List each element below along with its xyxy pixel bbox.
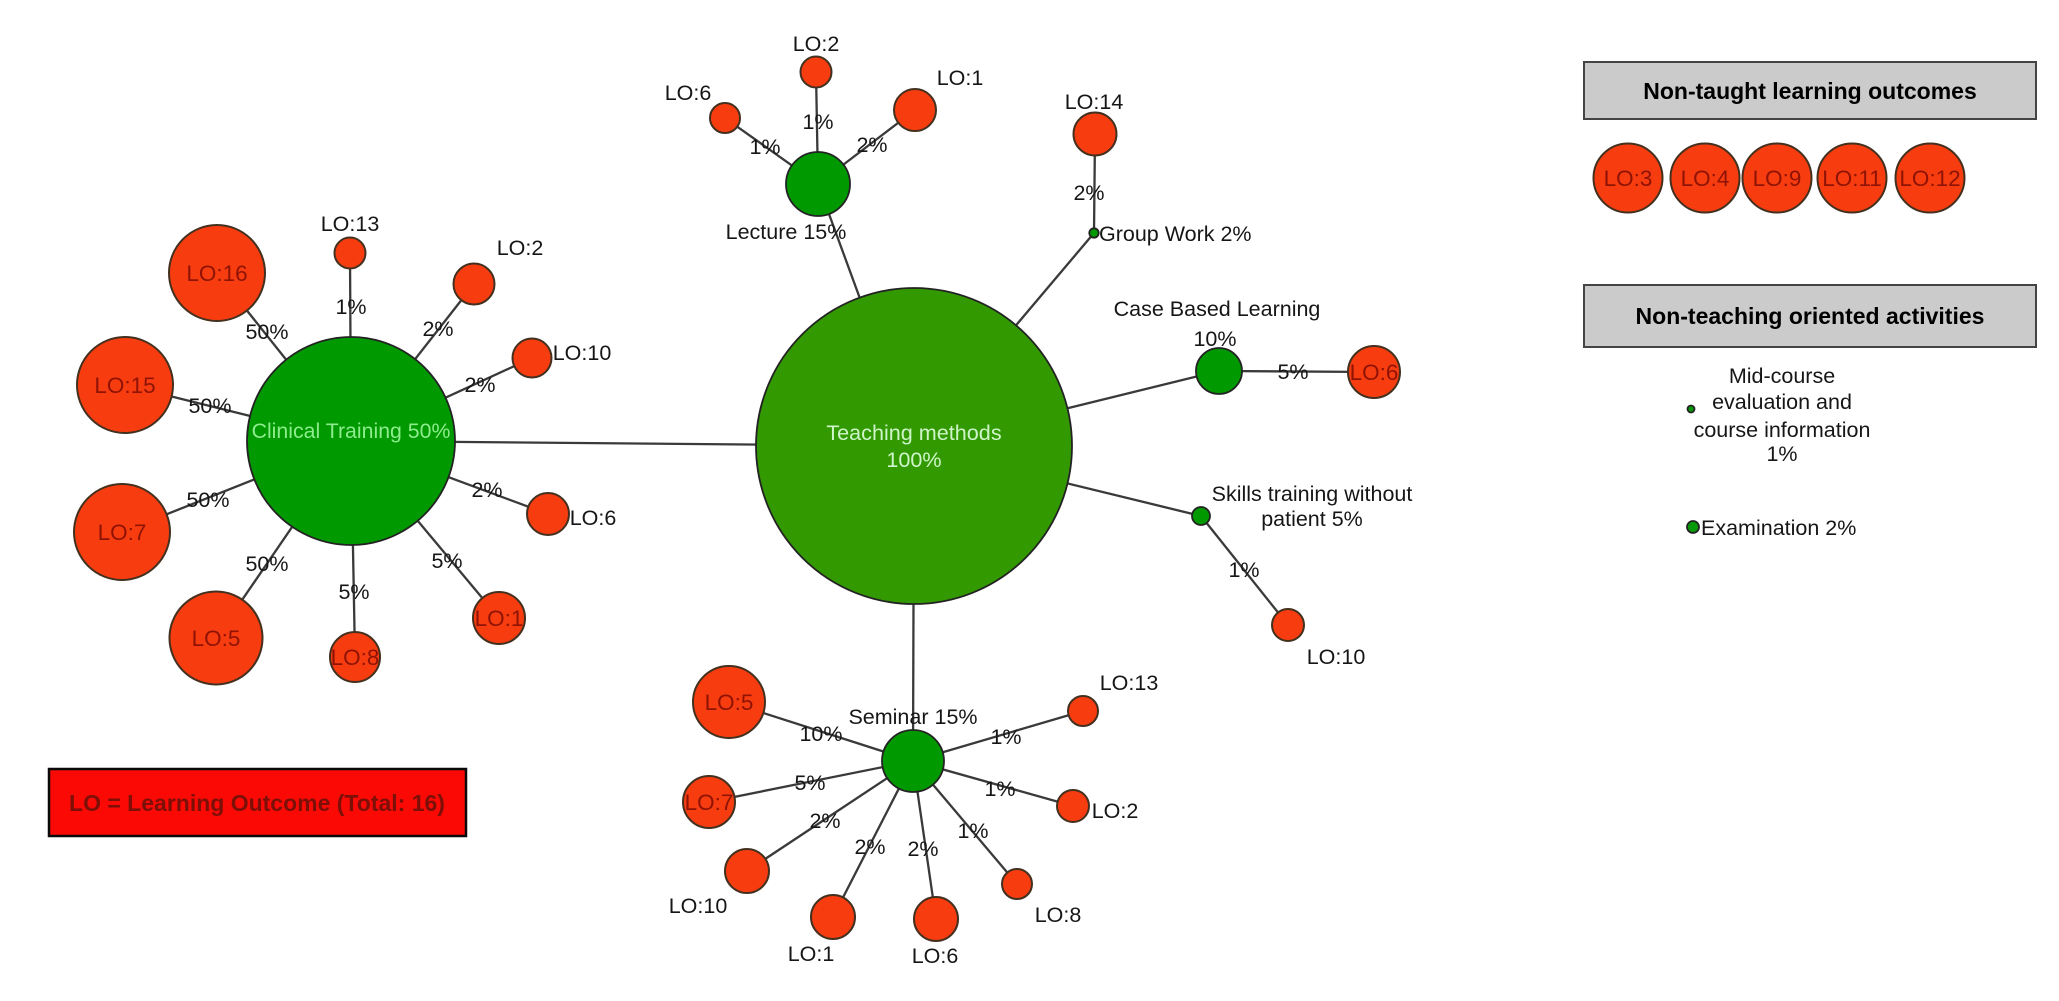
svg-text:LO:15: LO:15 [94, 373, 155, 398]
svg-text:50%: 50% [245, 320, 288, 344]
svg-text:LO:11: LO:11 [1822, 166, 1882, 191]
svg-text:2%: 2% [854, 835, 885, 859]
svg-text:Examination 2%: Examination 2% [1701, 516, 1856, 540]
svg-text:5%: 5% [1277, 360, 1308, 384]
svg-text:1%: 1% [990, 725, 1021, 749]
svg-text:1%: 1% [1228, 558, 1259, 582]
svg-text:LO:6: LO:6 [1350, 360, 1399, 385]
svg-text:2%: 2% [464, 373, 495, 397]
svg-text:2%: 2% [471, 478, 502, 502]
svg-text:LO = Learning Outcome (Total:: LO = Learning Outcome (Total: 16) [69, 790, 445, 816]
svg-text:LO:6: LO:6 [665, 81, 712, 105]
svg-text:LO:1: LO:1 [475, 606, 524, 631]
svg-text:Skills training without: Skills training without [1212, 482, 1413, 506]
svg-text:100%: 100% [886, 447, 941, 472]
svg-text:50%: 50% [188, 394, 231, 418]
svg-text:50%: 50% [245, 552, 288, 576]
svg-text:LO:13: LO:13 [1100, 671, 1159, 695]
svg-text:1%: 1% [335, 295, 366, 319]
svg-text:evaluation and: evaluation and [1712, 390, 1852, 414]
svg-text:LO:9: LO:9 [1753, 166, 1802, 191]
svg-text:1%: 1% [957, 819, 988, 843]
svg-text:LO:10: LO:10 [669, 894, 728, 918]
svg-text:2%: 2% [1073, 181, 1104, 205]
svg-text:1%: 1% [802, 110, 833, 134]
svg-text:LO:1: LO:1 [788, 942, 835, 966]
svg-text:LO:1: LO:1 [937, 66, 984, 90]
svg-text:LO:7: LO:7 [98, 520, 147, 545]
svg-text:Clinical Training 50%: Clinical Training 50% [252, 419, 451, 443]
svg-text:LO:7: LO:7 [685, 790, 734, 815]
svg-text:Group Work 2%: Group Work 2% [1099, 222, 1252, 246]
svg-text:2%: 2% [809, 809, 840, 833]
svg-text:LO:4: LO:4 [1681, 166, 1730, 191]
svg-text:Non-teaching oriented activiti: Non-teaching oriented activities [1636, 303, 1985, 329]
svg-text:1%: 1% [749, 135, 780, 159]
svg-text:5%: 5% [431, 549, 462, 573]
svg-text:2%: 2% [907, 837, 938, 861]
svg-text:Lecture 15%: Lecture 15% [726, 220, 847, 244]
svg-text:course information: course information [1694, 418, 1871, 442]
svg-text:LO:16: LO:16 [186, 261, 247, 286]
svg-text:LO:10: LO:10 [553, 341, 612, 365]
svg-text:LO:6: LO:6 [912, 944, 959, 968]
svg-text:LO:10: LO:10 [1307, 645, 1366, 669]
svg-text:LO:13: LO:13 [321, 212, 380, 236]
svg-text:50%: 50% [186, 488, 229, 512]
svg-text:10%: 10% [799, 722, 842, 746]
svg-text:Mid-course: Mid-course [1729, 364, 1835, 388]
svg-text:LO:12: LO:12 [1899, 166, 1960, 191]
svg-text:Non-taught learning outcomes: Non-taught learning outcomes [1643, 78, 1977, 104]
svg-text:LO:8: LO:8 [331, 645, 380, 670]
svg-text:2%: 2% [856, 133, 887, 157]
svg-text:LO:2: LO:2 [793, 32, 840, 56]
svg-text:patient 5%: patient 5% [1261, 507, 1363, 531]
svg-text:LO:14: LO:14 [1065, 90, 1124, 114]
svg-text:LO:5: LO:5 [192, 626, 241, 651]
svg-text:Seminar 15%: Seminar 15% [848, 705, 977, 729]
svg-text:Case Based Learning: Case Based Learning [1114, 297, 1321, 321]
svg-text:LO:2: LO:2 [497, 236, 544, 260]
svg-text:LO:3: LO:3 [1604, 166, 1653, 191]
svg-text:Teaching methods: Teaching methods [826, 420, 1001, 445]
svg-text:1%: 1% [1766, 442, 1797, 466]
svg-text:LO:8: LO:8 [1035, 903, 1082, 927]
svg-text:LO:2: LO:2 [1092, 799, 1139, 823]
svg-text:10%: 10% [1193, 327, 1236, 351]
svg-text:1%: 1% [984, 777, 1015, 801]
svg-text:LO:6: LO:6 [570, 506, 617, 530]
svg-text:5%: 5% [794, 771, 825, 795]
svg-text:5%: 5% [338, 580, 369, 604]
svg-text:2%: 2% [422, 317, 453, 341]
svg-text:LO:5: LO:5 [705, 690, 754, 715]
